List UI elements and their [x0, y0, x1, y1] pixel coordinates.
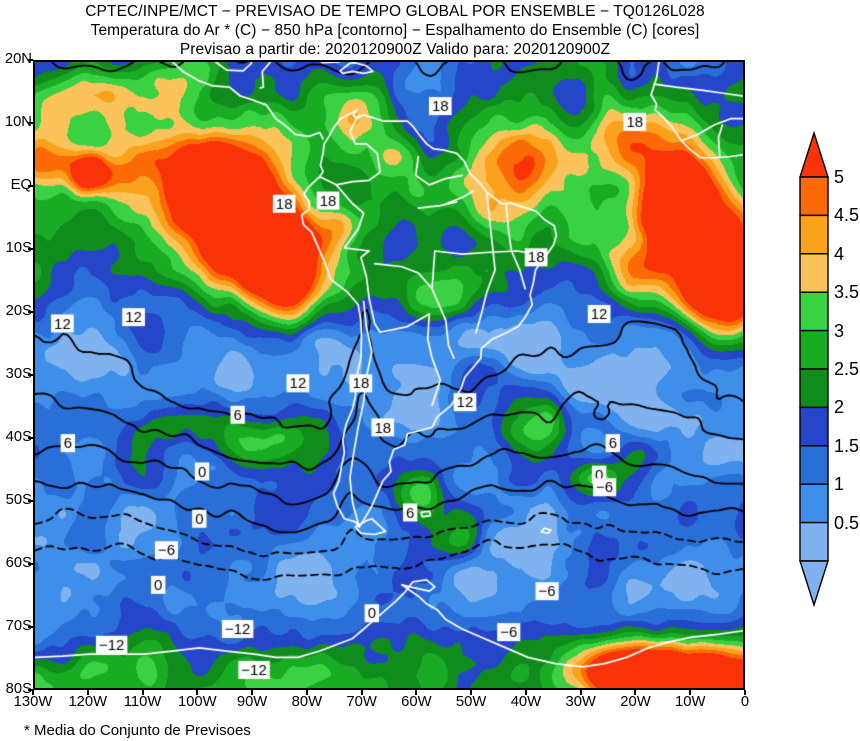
y-axis-tick-70S: 70S — [5, 618, 32, 634]
x-axis-tick-70W: 70W — [346, 694, 377, 710]
y-tickmark — [28, 563, 33, 565]
map-plot-area — [33, 60, 745, 690]
x-tickmark — [415, 690, 418, 695]
colorbar-segment — [799, 329, 829, 370]
x-axis-tick-60W: 60W — [401, 694, 432, 710]
colorbar-tick-2: 2 — [834, 397, 845, 418]
y-tickmark — [28, 248, 33, 250]
colorbar-tick-4.5: 4.5 — [834, 205, 860, 226]
x-tickmark — [579, 690, 582, 695]
map-canvas — [35, 62, 743, 688]
colorbar-tick-1: 1 — [834, 474, 845, 495]
x-tickmark — [360, 690, 363, 695]
y-tickmark — [28, 500, 33, 502]
y-axis-tick-60S: 60S — [5, 555, 32, 571]
colorbar-tick-1.5: 1.5 — [834, 435, 860, 456]
y-axis-tick-50S: 50S — [5, 492, 32, 508]
colorbar-segment — [799, 214, 829, 255]
x-tickmark — [689, 690, 692, 695]
colorbar-segment — [799, 445, 829, 485]
x-axis-tick-50W: 50W — [455, 694, 487, 710]
colorbar-segment — [799, 253, 829, 293]
x-tickmark — [196, 690, 199, 695]
y-axis-tick-10S: 10S — [5, 240, 32, 256]
colorbar-segment — [799, 521, 829, 562]
x-tickmark — [305, 690, 308, 695]
y-tickmark — [28, 689, 33, 691]
y-tickmark — [28, 374, 33, 376]
colorbar-tick-5: 5 — [834, 167, 845, 187]
y-axis-tick-40S: 40S — [5, 429, 32, 445]
colorbar-segment — [799, 176, 829, 217]
x-tickmark — [86, 690, 89, 695]
x-axis-tick-80W: 80W — [291, 694, 323, 710]
x-axis-tick-10W: 10W — [675, 694, 706, 710]
y-tickmark — [28, 626, 33, 628]
colorbar-segment — [799, 368, 829, 409]
y-axis-tick-20N: 20N — [4, 51, 32, 67]
y-tickmark — [28, 185, 33, 187]
x-axis-tick-100W: 100W — [177, 694, 217, 710]
colorbar-segment — [799, 406, 829, 447]
y-axis-tick-80S: 80S — [5, 681, 32, 697]
colorbar-legend: 5 4.5 4 3.5 3 2.5 2 1.5 1 0.5 — [799, 130, 859, 619]
y-axis-tick-EQ: EQ — [10, 177, 32, 193]
y-tickmark — [28, 437, 33, 439]
colorbar-tick-2.5: 2.5 — [834, 359, 860, 379]
y-tickmark — [28, 59, 33, 61]
colorbar-under-arrow — [799, 560, 829, 608]
x-axis-tick-30W: 30W — [565, 694, 596, 710]
y-axis-tick-10N: 10N — [4, 114, 32, 130]
y-axis-tick-20S: 20S — [5, 303, 32, 319]
x-tickmark — [251, 690, 254, 695]
y-tickmark — [28, 122, 33, 124]
x-axis-tick-40W: 40W — [510, 694, 542, 710]
colorbar-swatches — [799, 130, 829, 608]
y-tickmark — [28, 311, 33, 313]
x-axis-tick-120W: 120W — [68, 694, 108, 710]
x-tickmark — [744, 690, 746, 695]
colorbar-segment — [799, 483, 829, 524]
colorbar-tick-3.5: 3.5 — [834, 282, 860, 303]
colorbar-tick-0.5: 0.5 — [834, 512, 860, 533]
x-axis-tick-110W: 110W — [123, 694, 162, 710]
chart-title-line-2: Temperatura do Ar * (C) − 850 hPa [conto… — [90, 22, 700, 39]
chart-title-line-3: Previsao a partir de: 2020120900Z Valido… — [179, 41, 611, 58]
x-tickmark — [141, 690, 144, 695]
colorbar-tick-3: 3 — [834, 320, 845, 341]
chart-title-line-1: CPTEC/INPE/MCT − PREVISAO DE TEMPO GLOBA… — [85, 3, 705, 20]
colorbar-segment — [799, 291, 829, 332]
y-axis-tick-30S: 30S — [5, 366, 32, 382]
x-tickmark — [524, 690, 527, 695]
colorbar-over-arrow — [799, 130, 829, 178]
x-tickmark — [470, 690, 473, 695]
colorbar-tick-4: 4 — [834, 243, 845, 264]
footer-note: * Media do Conjunto de Previsoes — [24, 722, 251, 739]
chart-title-block: CPTEC/INPE/MCT − PREVISAO DE TEMPO GLOBA… — [0, 2, 790, 59]
x-axis-tick-20W: 20W — [620, 694, 651, 710]
x-tickmark — [32, 690, 34, 695]
x-axis-tick-130W: 130W — [13, 694, 53, 710]
x-tickmark — [634, 690, 637, 695]
x-axis-tick-0: 0 — [740, 694, 750, 710]
x-axis-tick-90W: 90W — [236, 694, 268, 710]
